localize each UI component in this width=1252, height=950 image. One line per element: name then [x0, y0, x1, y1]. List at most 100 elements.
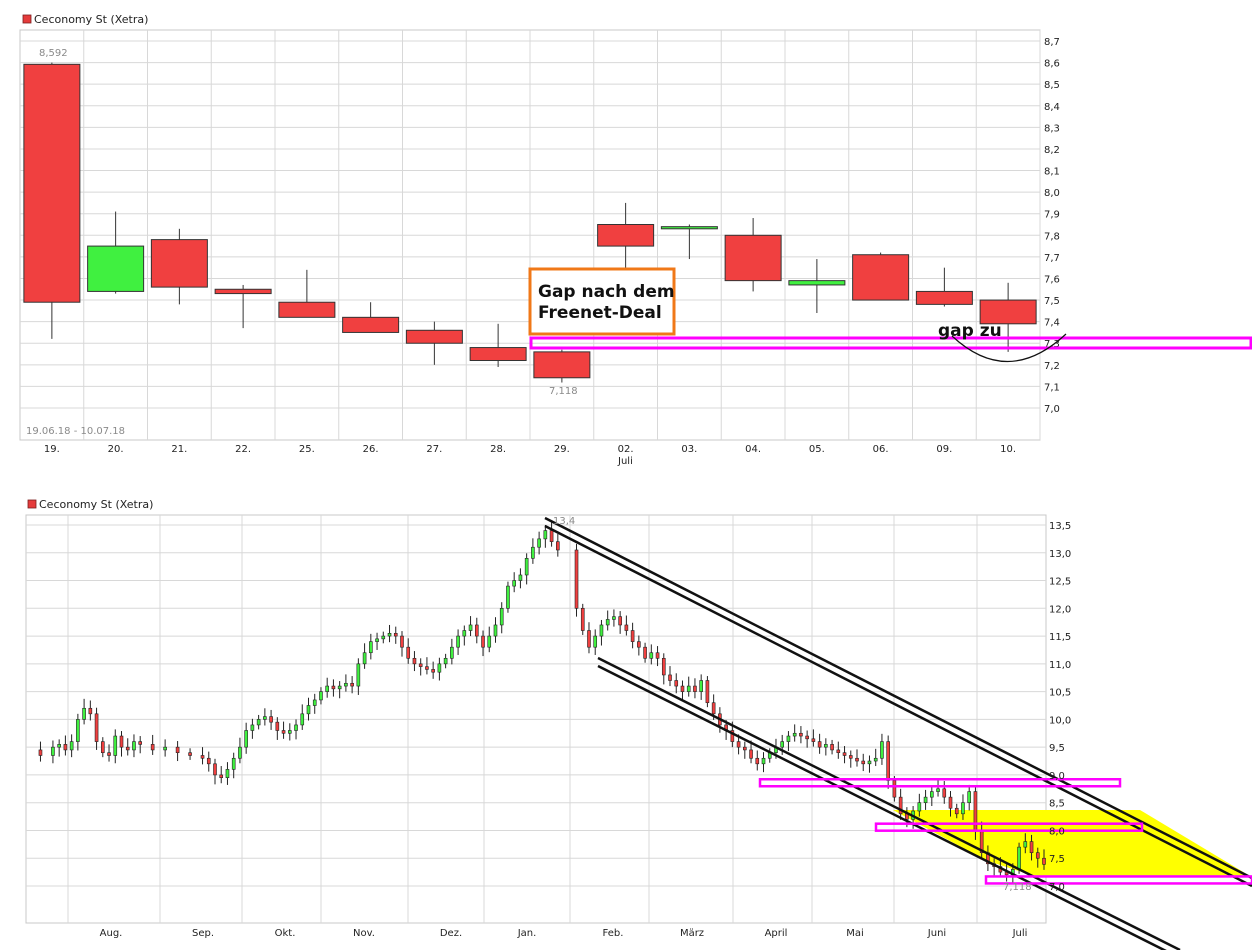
- bottom-candle-body: [618, 616, 622, 626]
- bottom-candle-body: [312, 699, 317, 706]
- bottom-x-tick-label: Dez.: [440, 928, 462, 939]
- bottom-candle-body: [188, 752, 192, 756]
- bottom-candle-body: [344, 682, 348, 687]
- bottom-candle-body: [967, 791, 972, 803]
- bottom-candle-body: [281, 730, 286, 734]
- top-max-label: 8,592: [39, 48, 68, 59]
- bottom-grid: [26, 515, 1046, 923]
- bottom-candle-body: [543, 530, 548, 540]
- bottom-candle-body: [605, 619, 610, 626]
- bottom-candle-body: [848, 755, 853, 759]
- bottom-candle-body: [824, 744, 828, 748]
- support-band: [874, 822, 1144, 832]
- bottom-min-label: 7,118: [1003, 882, 1032, 893]
- top-y-tick-label: 7,8: [1044, 231, 1060, 242]
- bottom-candle-body: [711, 702, 716, 715]
- bottom-candle-body: [630, 630, 635, 642]
- top-candle-body: [278, 301, 336, 318]
- bottom-candle-body: [425, 666, 429, 670]
- top-y-tick-label: 8,4: [1044, 102, 1060, 113]
- bottom-candle-body: [923, 796, 928, 803]
- bottom-candle-body: [898, 796, 903, 815]
- bottom-candle-body: [113, 735, 118, 756]
- top-x-tick-label: 09.: [936, 444, 952, 455]
- bottom-candle-body: [1042, 857, 1046, 865]
- bottom-candle-body: [418, 663, 423, 667]
- bottom-candle-body: [867, 760, 872, 765]
- bottom-candle-body: [880, 741, 884, 759]
- bottom-candle-body: [150, 744, 155, 751]
- bottom-candle-body: [256, 719, 261, 726]
- top-y-tick-label: 7,1: [1044, 382, 1060, 393]
- bottom-candle-body: [593, 635, 598, 648]
- top-x-tick-label: 26.: [363, 444, 379, 455]
- top-y-tick-label: 8,5: [1044, 80, 1060, 91]
- bottom-candle-body: [175, 746, 180, 754]
- top-candle-body: [788, 280, 846, 286]
- bottom-candle-body: [612, 616, 616, 620]
- top-x-tick-label: 04.: [745, 444, 761, 455]
- bottom-y-tick-label: 9,0: [1049, 771, 1065, 782]
- bottom-candle-body: [649, 652, 654, 659]
- top-candle-body: [23, 63, 81, 303]
- top-y-axis: 7,0 7,1 7,2 7,3 7,4 7,5 7,6 7,7 7,8 7,9 8,0 8,1 8,2 8…: [1044, 37, 1060, 415]
- top-x-tick-label: 22.: [235, 444, 251, 455]
- top-y-tick-label: 8,1: [1044, 167, 1060, 178]
- bottom-candle-body: [69, 741, 74, 751]
- bottom-y-tick-label: 13,0: [1049, 549, 1071, 560]
- top-candle-body: [597, 224, 655, 247]
- trend-channels: [544, 516, 1252, 950]
- bottom-candle-body: [1023, 841, 1028, 848]
- lower-trend-line: [597, 664, 1167, 950]
- bottom-x-tick-label: Juni: [927, 928, 946, 939]
- bottom-x-tick-label: Feb.: [603, 928, 624, 939]
- bottom-y-tick-label: 10,0: [1049, 715, 1071, 726]
- bottom-candle-body: [231, 757, 236, 770]
- bottom-candle-body: [524, 558, 529, 576]
- top-candle-body: [405, 329, 463, 344]
- bottom-candle-body: [886, 741, 890, 781]
- bottom-candle-body: [437, 663, 442, 673]
- top-candle-body: [87, 245, 145, 292]
- top-x-tick-label: 20.: [108, 444, 124, 455]
- bottom-candle-body: [306, 705, 311, 715]
- bottom-candle-body: [443, 657, 448, 665]
- bottom-candle-body: [263, 716, 267, 720]
- bottom-candle-body: [936, 788, 940, 792]
- top-date-range-label: 19.06.18 - 10.07.18: [26, 426, 125, 437]
- bottom-candle-body: [406, 646, 411, 659]
- bottom-candle-body: [786, 735, 791, 742]
- bottom-candle-body: [836, 749, 841, 754]
- bottom-candle-body: [51, 746, 55, 756]
- bottom-candle-body: [362, 652, 367, 665]
- bottom-x-tick-label: April: [765, 928, 788, 939]
- bottom-candle-body: [842, 752, 847, 756]
- bottom-candle-body: [250, 724, 255, 731]
- lower-trend-line: [597, 656, 1181, 950]
- bottom-candle-body: [369, 641, 373, 654]
- bottom-candle-body: [699, 680, 703, 692]
- bottom-y-tick-label: 7,0: [1049, 882, 1065, 893]
- bottom-candle-body: [481, 635, 485, 648]
- bottom-candle-body: [238, 746, 242, 759]
- bottom-candle-body: [219, 774, 224, 779]
- bottom-candle-body: [57, 744, 61, 748]
- bottom-candle-body: [375, 638, 379, 642]
- bottom-x-tick-label: Jan.: [517, 928, 537, 939]
- bottom-candle-body: [393, 632, 398, 637]
- bottom-candle-body: [948, 796, 953, 809]
- bottom-candle-body: [792, 732, 797, 737]
- bottom-candle-body: [1017, 846, 1021, 870]
- top-candle-body: [660, 226, 718, 230]
- bottom-candle-body: [287, 730, 292, 734]
- bottom-candle-body: [817, 741, 822, 748]
- yellow-highlight-zone: [893, 810, 1250, 876]
- bottom-candle-body: [954, 807, 959, 815]
- bottom-candle-body: [431, 669, 435, 673]
- bottom-candle-body: [493, 624, 498, 637]
- bottom-y-tick-label: 12,0: [1049, 604, 1071, 615]
- top-x-tick-label: 21.: [171, 444, 187, 455]
- bottom-candle-body: [580, 608, 585, 631]
- bottom-candle-body: [942, 788, 947, 798]
- bottom-candle-body: [456, 635, 460, 648]
